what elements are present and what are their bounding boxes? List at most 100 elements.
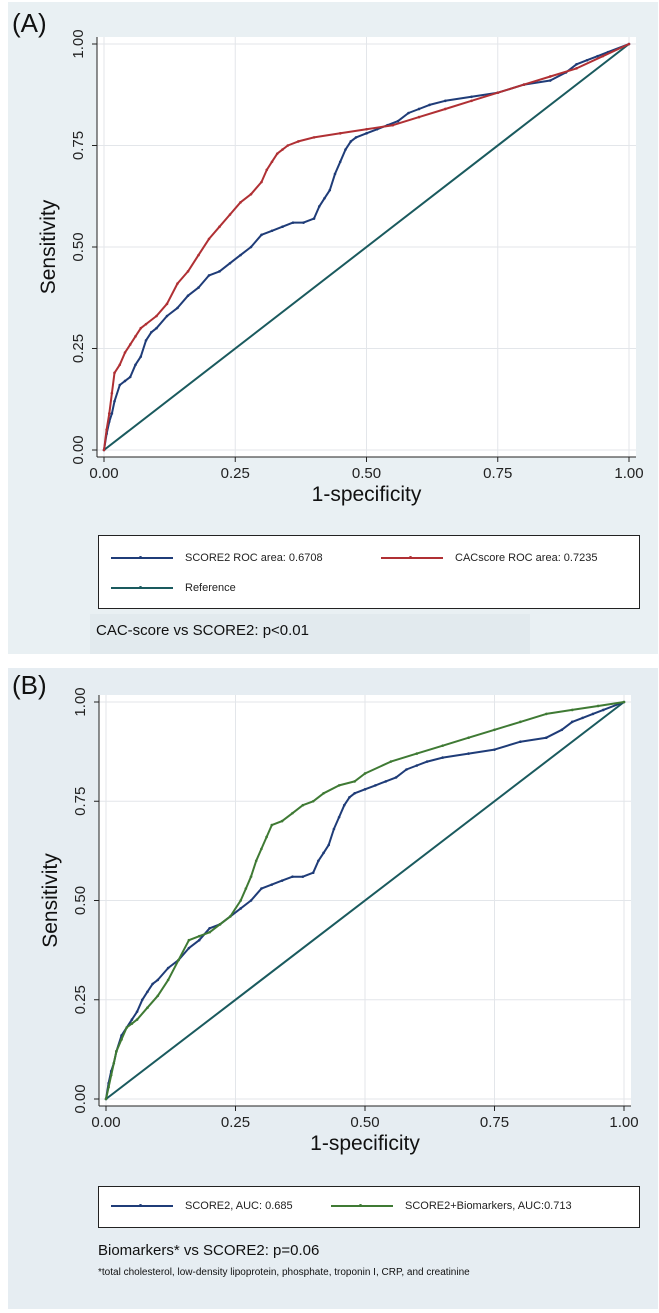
- series-point-score2-roc-area-0-6708: [270, 229, 274, 233]
- series-point-score2-biomarkers-auc-0-713: [322, 792, 325, 795]
- series-point-cacscore-roc-area-0-7235: [281, 148, 284, 151]
- series-point-score2-biomarkers-auc-0-713: [135, 1018, 139, 1021]
- series-point-score2-auc-0-685: [187, 946, 191, 950]
- series-point-score2-roc-area-0-6708: [128, 375, 132, 379]
- series-point-score2-roc-area-0-6708: [317, 205, 321, 208]
- series-point-cacscore-roc-area-0-7235: [275, 152, 279, 155]
- series-point-cacscore-roc-area-0-7235: [123, 351, 127, 354]
- legend-label-score2: SCORE2 ROC area: 0.6708: [185, 552, 323, 564]
- series-point-score2-roc-area-0-6708: [110, 412, 114, 415]
- roc-chart-b: 0.000.00 0.25 0.25 0.50 0.50 0.75 0.75 1.00 1.00…: [39, 687, 639, 1155]
- series-point-cacscore-roc-area-0-7235: [417, 115, 421, 119]
- series-line-reference: [103, 43, 630, 451]
- series-point-score2-biomarkers-auc-0-713: [415, 752, 419, 755]
- series-line-series-2: [105, 701, 625, 1100]
- x-tick-label: 0.50: [352, 465, 381, 482]
- series-point-score2-biomarkers-auc-0-713: [249, 875, 253, 878]
- series-point-score2-biomarkers-auc-0-713: [519, 720, 522, 724]
- panel-b-label: (B): [12, 670, 47, 700]
- legend-label-score2-biomarkers: SCORE2+Biomarkers, AUC:0.713: [405, 1200, 572, 1212]
- series-point-cacscore-roc-area-0-7235: [270, 160, 274, 164]
- series-point-cacscore-roc-area-0-7235: [548, 75, 552, 78]
- series-point-score2-roc-area-0-6708: [118, 383, 122, 387]
- series-point-score2-biomarkers-auc-0-713: [107, 1085, 110, 1089]
- series-point-score2-auc-0-685: [342, 803, 346, 807]
- series-point-score2-auc-0-685: [545, 736, 548, 740]
- series-point-score2-auc-0-685: [337, 815, 341, 819]
- series-point-score2-biomarkers-auc-0-713: [244, 887, 248, 890]
- series-point-score2-roc-area-0-6708: [596, 54, 599, 58]
- series-point-score2-auc-0-685: [332, 827, 336, 831]
- x-axis-title: 1-specificity: [310, 1132, 420, 1155]
- series-point-score2-roc-area-0-6708: [417, 107, 421, 111]
- series-point-score2-biomarkers-auc-0-713: [467, 736, 470, 740]
- series-point-score2-auc-0-685: [353, 792, 356, 795]
- series-point-score2-biomarkers-auc-0-713: [218, 923, 222, 926]
- series-point-score2-auc-0-685: [146, 990, 149, 994]
- series-point-score2-biomarkers-auc-0-713: [109, 1073, 113, 1077]
- series-point-score2-roc-area-0-6708: [365, 132, 368, 135]
- series-point-score2-auc-0-685: [363, 788, 367, 791]
- series-point-score2-auc-0-685: [327, 843, 331, 847]
- series-point-score2-biomarkers-auc-0-713: [166, 978, 170, 982]
- series-point-score2-biomarkers-auc-0-713: [177, 958, 180, 962]
- series-point-cacscore-roc-area-0-7235: [286, 144, 290, 147]
- series-point-cacscore-roc-area-0-7235: [144, 322, 148, 326]
- x-tick-label: 0.25: [221, 1114, 250, 1131]
- legend-b: SCORE2, AUC: 0.685 SCORE2+Biomarkers, AU…: [98, 1186, 640, 1228]
- series-point-score2-roc-area-0-6708: [344, 148, 347, 151]
- series-point-score2-biomarkers-auc-0-713: [104, 1097, 108, 1101]
- y-tick-label: 0.00: [70, 435, 87, 464]
- legend-item-score2-auc: SCORE2, AUC: 0.685: [111, 1200, 293, 1212]
- series-line-score2-auc-0-685: [105, 701, 625, 1100]
- series-point-score2-biomarkers-auc-0-713: [441, 744, 445, 747]
- series-point-score2-roc-area-0-6708: [281, 225, 284, 228]
- series-point-score2-biomarkers-auc-0-713: [337, 784, 341, 787]
- legend-item-score2: SCORE2 ROC area: 0.6708: [111, 552, 323, 564]
- series-point-cacscore-roc-area-0-7235: [627, 42, 631, 46]
- series-point-cacscore-roc-area-0-7235: [110, 391, 114, 395]
- series-point-score2-biomarkers-auc-0-713: [493, 728, 496, 732]
- series-point-score2-roc-area-0-6708: [197, 286, 200, 289]
- series-point-score2-auc-0-685: [441, 756, 445, 759]
- series-point-score2-auc-0-685: [425, 760, 429, 763]
- series-point-score2-roc-area-0-6708: [349, 140, 353, 143]
- series-point-cacscore-roc-area-0-7235: [443, 107, 447, 111]
- series-point-score2-auc-0-685: [135, 1010, 139, 1013]
- series-point-score2-auc-0-685: [405, 768, 408, 771]
- series-point-score2-roc-area-0-6708: [207, 274, 211, 277]
- series-point-score2-biomarkers-auc-0-713: [260, 847, 263, 851]
- panel-b: (B) 0.00 0.00 0.25 0.25 0.50 0.50 0.75 0.75 1.00…: [8, 668, 658, 1309]
- legend-swatch-reference: [111, 586, 173, 589]
- series-point-score2-roc-area-0-6708: [139, 355, 143, 358]
- series-point-score2-roc-area-0-6708: [302, 221, 305, 224]
- series-point-score2-biomarkers-auc-0-713: [239, 899, 242, 902]
- legend-label-score2-auc: SCORE2, AUC: 0.685: [185, 1200, 293, 1212]
- legend-swatch-score2-auc: [111, 1204, 173, 1207]
- series-point-score2-biomarkers-auc-0-713: [389, 760, 393, 763]
- x-axis-title: 1-specificity: [312, 483, 422, 506]
- series-point-cacscore-roc-area-0-7235: [176, 282, 179, 285]
- series-point-score2-biomarkers-auc-0-713: [115, 1050, 118, 1053]
- series-point-score2-auc-0-685: [374, 784, 377, 787]
- series-point-score2-roc-area-0-6708: [470, 95, 473, 99]
- series-point-score2-auc-0-685: [317, 859, 320, 863]
- y-tick-label: 0.50: [72, 886, 89, 915]
- y-tick-label: 0.75: [72, 787, 89, 816]
- x-tick-label: 1.00: [609, 1114, 638, 1131]
- series-point-score2-biomarkers-auc-0-713: [254, 859, 258, 863]
- series-point-score2-auc-0-685: [301, 875, 305, 878]
- note-strip-a: [90, 614, 530, 654]
- series-point-score2-auc-0-685: [239, 907, 242, 910]
- series-point-score2-roc-area-0-6708: [328, 188, 332, 192]
- series-point-score2-roc-area-0-6708: [218, 270, 221, 273]
- series-point-cacscore-roc-area-0-7235: [102, 448, 106, 452]
- series-point-score2-biomarkers-auc-0-713: [291, 811, 294, 815]
- series-point-score2-auc-0-685: [591, 712, 595, 716]
- series-point-cacscore-roc-area-0-7235: [107, 412, 111, 415]
- y-tick-label: 0.25: [70, 334, 87, 363]
- series-point-score2-biomarkers-auc-0-713: [208, 930, 211, 934]
- series-point-score2-biomarkers-auc-0-713: [570, 708, 574, 712]
- series-point-score2-roc-area-0-6708: [338, 160, 342, 164]
- x-tick-label: 0.25: [221, 465, 250, 482]
